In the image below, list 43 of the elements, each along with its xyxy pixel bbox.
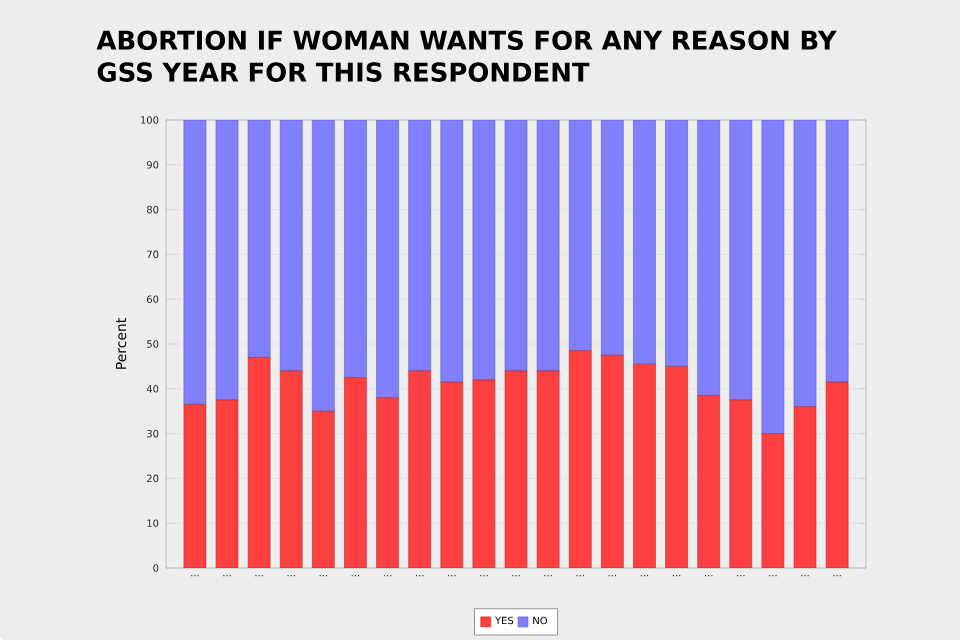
bar (504, 119, 528, 372)
bar (697, 395, 720, 568)
bar (279, 119, 303, 372)
bar (665, 366, 688, 568)
bar (215, 119, 239, 401)
bar (761, 119, 785, 434)
bar (504, 370, 528, 568)
bar (408, 119, 431, 372)
bar (729, 119, 753, 401)
bar (247, 357, 271, 568)
bar (825, 381, 849, 568)
bar (601, 119, 624, 356)
bar (312, 119, 335, 412)
bar (472, 119, 496, 381)
bar (536, 119, 560, 372)
bar (825, 119, 849, 383)
chart-title: ABORTION IF WOMAN WANTS FOR ANY REASON BY GSS YEAR FOR THIS RESPONDENT (96, 30, 837, 82)
bar (793, 119, 817, 408)
bar (440, 119, 464, 383)
bar (440, 381, 464, 568)
bar (312, 410, 335, 568)
bar (633, 119, 656, 365)
bar (408, 370, 431, 568)
bar (536, 370, 560, 568)
bar (633, 363, 656, 568)
bar (183, 119, 207, 405)
bar (279, 370, 303, 568)
bar (601, 354, 624, 568)
bar (247, 119, 271, 358)
bar (376, 119, 399, 399)
bar (568, 119, 592, 352)
bar (568, 350, 592, 568)
bar (344, 119, 367, 378)
bar (183, 404, 206, 568)
bar (793, 406, 817, 568)
bar (344, 377, 367, 568)
bar (761, 433, 785, 568)
bar (729, 399, 753, 568)
bar (215, 399, 239, 568)
bar (697, 119, 720, 396)
bar (665, 119, 688, 367)
bar (472, 379, 496, 568)
bar (376, 397, 399, 568)
